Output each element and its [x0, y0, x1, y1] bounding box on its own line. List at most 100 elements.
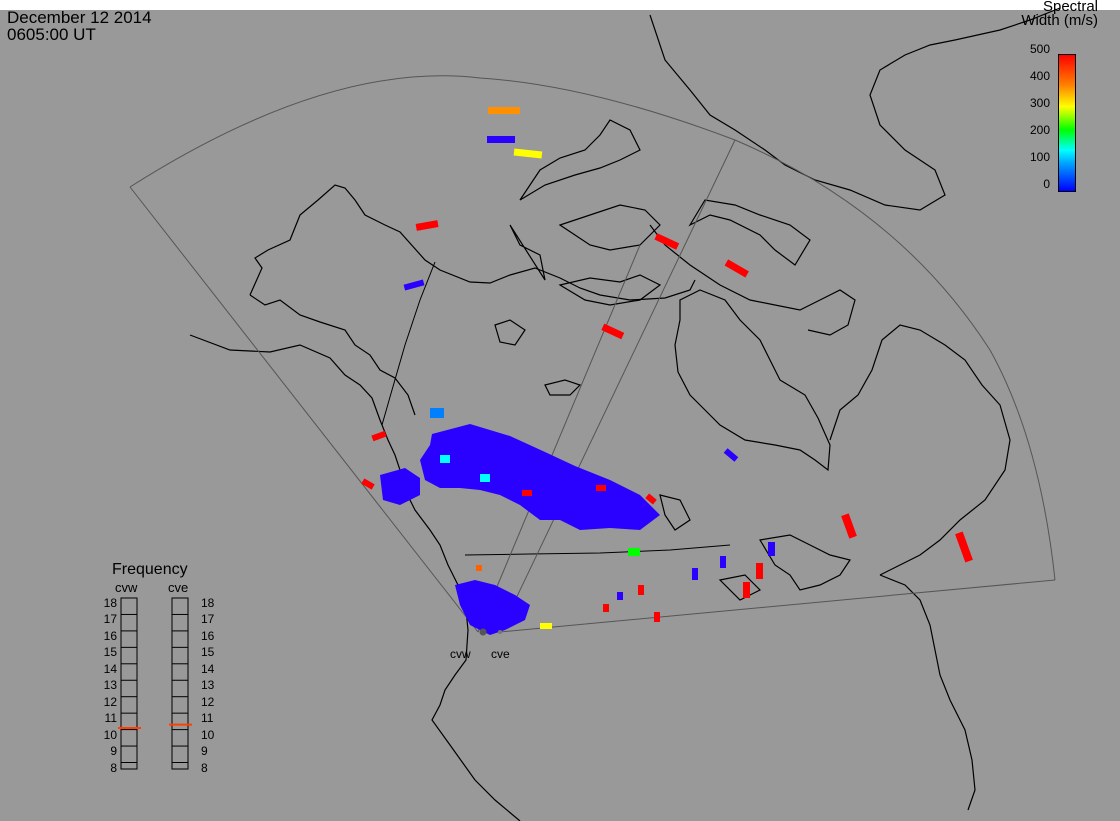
fov-outline	[129, 75, 1056, 633]
echo-yellow-2	[540, 623, 552, 629]
echo-blue-east-1	[692, 568, 698, 580]
coastline-alaska-south	[249, 294, 416, 416]
echo-red-11	[756, 563, 763, 579]
fov-cvw-beam	[477, 244, 641, 633]
frequency-column-cvw	[120, 597, 138, 770]
colorbar-tick-0: 0	[1043, 177, 1050, 191]
colorbar-tick-200: 200	[1029, 123, 1050, 137]
echo-west-blue	[380, 468, 420, 505]
echo-yellow-1	[513, 148, 543, 159]
frequency-tick-right: 14	[201, 661, 215, 676]
colorbar-tick-400: 400	[1029, 69, 1050, 83]
borders	[381, 261, 731, 556]
coastlines	[189, 7, 1061, 821]
frequency-column-cve	[171, 597, 189, 770]
echo-red-16	[522, 490, 532, 496]
echo-red-1	[415, 220, 439, 231]
echo-blue-hudson	[723, 448, 739, 462]
coastline-alaska	[249, 184, 696, 301]
frequency-tick-right: 8	[201, 760, 208, 775]
frequency-tick-right: 17	[201, 612, 215, 627]
echo-red-15	[654, 612, 660, 622]
frequency-tick-right: 12	[201, 694, 215, 709]
coastline-east	[879, 574, 976, 811]
frequency-tick-right: 10	[201, 727, 215, 742]
frequency-tick-left: 15	[103, 645, 117, 660]
frequency-tick-left: 9	[110, 744, 117, 759]
frequency-tick-left: 17	[103, 612, 117, 627]
site-cve-marker[interactable]	[498, 630, 502, 634]
echo-red-7	[596, 485, 606, 491]
frequency-tick-left: 8	[110, 760, 117, 775]
echo-blue-east-3	[768, 542, 775, 556]
echo-orange-1	[488, 107, 520, 114]
coastline-greenland	[649, 7, 1061, 211]
colorbar-tick-500: 500	[1029, 42, 1050, 56]
echo-blue-east-4	[617, 592, 623, 600]
fov-cve-beam	[499, 139, 736, 633]
echo-cyan-3	[480, 474, 490, 482]
echo-red-12	[743, 582, 750, 598]
frequency-tick-left: 18	[103, 596, 117, 610]
border-us-canada	[464, 544, 731, 556]
echo-red-4	[601, 323, 625, 340]
colorbar-title: Spectral Width (m/s)	[1021, 0, 1098, 28]
frequency-tick-left: 14	[103, 661, 117, 676]
echo-blue-north	[487, 136, 515, 143]
frequency-tick-left: 11	[104, 711, 117, 726]
echo-blue-alaska	[403, 279, 425, 291]
coastline-west	[189, 334, 521, 821]
coastline-hudson-bay	[674, 289, 831, 472]
echo-red-2	[654, 233, 680, 250]
site-label-cvw: cvw	[450, 647, 471, 661]
frequency-tick-left: 10	[103, 727, 117, 742]
colorbar-tick-300: 300	[1029, 96, 1050, 110]
fov-west-edge	[129, 186, 479, 633]
echo-red-8	[645, 493, 657, 505]
echo-main-blue	[420, 424, 660, 530]
frequency-radar-cvw: cvw	[115, 580, 138, 595]
time-label: 0605:00 UT	[7, 25, 96, 44]
echo-cyan-1	[430, 408, 444, 418]
echo-blue-east-2	[720, 556, 726, 568]
colorbar-gradient	[1058, 54, 1076, 192]
colorbar-title-line2: Width (m/s)	[1021, 12, 1098, 29]
frequency-columns	[118, 597, 192, 770]
coastline-great-lakes	[718, 534, 851, 601]
border-alaska-canada	[381, 261, 436, 426]
echo-cyan-2	[440, 455, 450, 463]
frequency-radar-cve: cve	[168, 580, 189, 595]
echo-red-9	[841, 513, 857, 539]
frequency-tick-right: 16	[201, 628, 215, 643]
echo-red-14	[603, 604, 609, 612]
frequency-tick-left: 13	[103, 678, 117, 693]
frequency-tick-right: 9	[201, 744, 208, 759]
coastline-labrador	[829, 324, 1011, 576]
echo-red-6	[361, 478, 375, 490]
map-title: December 12 2014 0605:00 UT	[7, 9, 152, 43]
echo-site-blue	[455, 580, 530, 635]
echo-red-13	[638, 585, 644, 595]
frequency-tick-left: 12	[103, 694, 117, 709]
site-cvw-marker[interactable]	[479, 628, 487, 636]
colorbar-title-line1: Spectral	[1042, 0, 1098, 15]
frequency-tick-right: 15	[201, 645, 215, 660]
frequency-tick-right: 18	[201, 596, 215, 610]
coastline-small-islands	[494, 319, 691, 531]
echo-red-3	[724, 259, 749, 278]
echo-red-10	[955, 531, 973, 563]
radar-echoes	[361, 107, 973, 635]
fov-east-edge	[499, 579, 1056, 633]
echo-orange-2	[476, 565, 482, 571]
echo-green-1	[628, 548, 640, 556]
coastline-baffin	[649, 224, 856, 336]
frequency-tick-right: 11	[201, 711, 214, 726]
frequency-tick-left: 16	[103, 628, 117, 643]
date-label: December 12 2014	[7, 8, 152, 27]
coastline-arctic-islands	[509, 119, 811, 306]
top-strip	[0, 0, 1120, 10]
frequency-panel-title: Frequency	[112, 561, 188, 578]
colorbar-tick-100: 100	[1029, 150, 1050, 164]
frequency-tick-right: 13	[201, 678, 215, 693]
